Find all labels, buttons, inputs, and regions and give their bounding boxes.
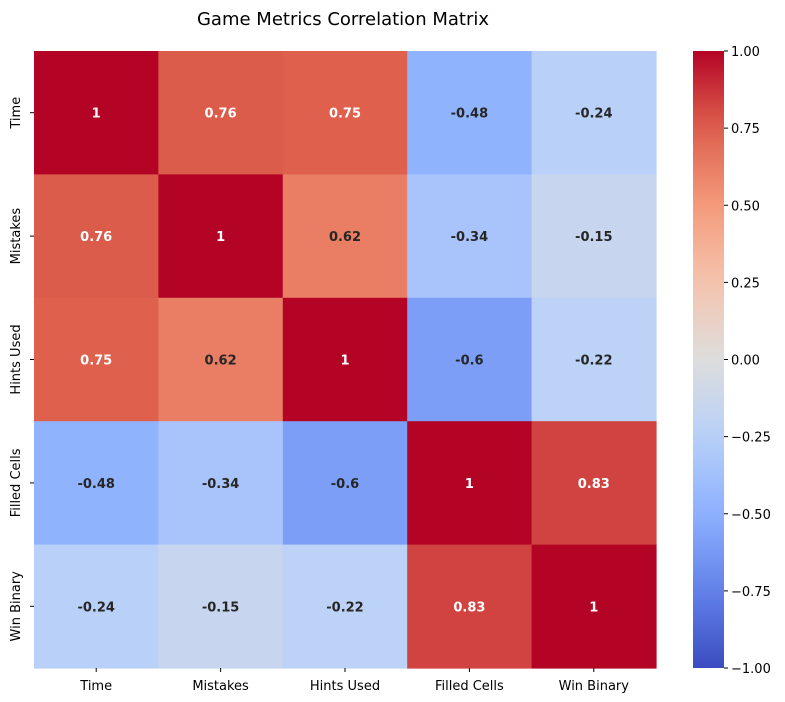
y-axis-tick-labels: Time Mistakes Hints Used Filled Cells Win Bi… bbox=[9, 97, 34, 642]
cell-value-label: -0.22 bbox=[326, 600, 363, 615]
cell-value-label: -0.22 bbox=[575, 354, 612, 369]
colorbar-tick-label: −0.75 bbox=[731, 585, 771, 600]
cell-value-label: 0.76 bbox=[80, 230, 112, 245]
x-tick-label: Win Binary bbox=[559, 679, 630, 694]
x-axis-tick-labels: Time Mistakes Hints Used Filled Cells Win Bi… bbox=[79, 668, 629, 694]
cell-value-label: 0.76 bbox=[205, 107, 237, 122]
colorbar-tick-label: 0.00 bbox=[731, 354, 760, 369]
cell-value-label: 0.62 bbox=[205, 354, 237, 369]
cell-value-label: 0.75 bbox=[329, 107, 361, 122]
cell-value-label: 1 bbox=[465, 477, 474, 492]
colorbar-gradient bbox=[693, 51, 724, 668]
x-tick-label: Mistakes bbox=[192, 679, 249, 694]
cell-value-label: -0.6 bbox=[331, 477, 359, 492]
x-tick-label: Hints Used bbox=[310, 679, 380, 694]
x-tick-label: Time bbox=[79, 679, 112, 694]
cell-value-label: 1 bbox=[589, 600, 598, 615]
cell-value-label: -0.24 bbox=[575, 107, 612, 122]
cell-value-label: -0.24 bbox=[77, 600, 114, 615]
colorbar-tick-label: 0.50 bbox=[731, 199, 760, 214]
y-tick-label: Hints Used bbox=[9, 324, 24, 394]
heatmap-cells: 1 0.76 0.75 -0.48 -0.24 0.76 1 0.62 -0.34 -0.15 0.… bbox=[34, 51, 657, 669]
colorbar-tick-label: −0.25 bbox=[731, 431, 771, 446]
x-tick-label: Filled Cells bbox=[435, 679, 504, 694]
cell-value-label: 0.62 bbox=[329, 230, 361, 245]
chart-title: Game Metrics Correlation Matrix bbox=[197, 9, 489, 30]
cell-value-label: 0.83 bbox=[453, 600, 485, 615]
cell-value-label: -0.6 bbox=[455, 354, 483, 369]
y-tick-label: Filled Cells bbox=[9, 448, 24, 517]
cell-value-label: 1 bbox=[216, 230, 225, 245]
cell-value-label: -0.15 bbox=[575, 230, 612, 245]
colorbar-tick-label: 0.75 bbox=[731, 122, 760, 137]
cell-value-label: -0.34 bbox=[202, 477, 239, 492]
colorbar-tick-label: 0.25 bbox=[731, 276, 760, 291]
cell-value-label: -0.48 bbox=[451, 107, 488, 122]
colorbar-tick-label: 1.00 bbox=[731, 45, 760, 60]
cell-value-label: 1 bbox=[340, 354, 349, 369]
cell-value-label: 1 bbox=[92, 107, 101, 122]
cell-value-label: 0.83 bbox=[578, 477, 610, 492]
colorbar-tick-label: −1.00 bbox=[731, 662, 771, 677]
y-tick-label: Win Binary bbox=[9, 571, 24, 642]
cell-value-label: -0.48 bbox=[77, 477, 114, 492]
cell-value-label: -0.34 bbox=[451, 230, 488, 245]
cell-value-label: -0.15 bbox=[202, 600, 239, 615]
cell-value-label: 0.75 bbox=[80, 354, 112, 369]
colorbar-tick-label: −0.50 bbox=[731, 508, 771, 523]
y-tick-label: Time bbox=[9, 97, 24, 130]
colorbar: 1.00 0.75 0.50 0.25 0.00 −0.25 −0.50 −0.75 −1.00 bbox=[693, 45, 771, 677]
y-tick-label: Mistakes bbox=[9, 208, 24, 265]
